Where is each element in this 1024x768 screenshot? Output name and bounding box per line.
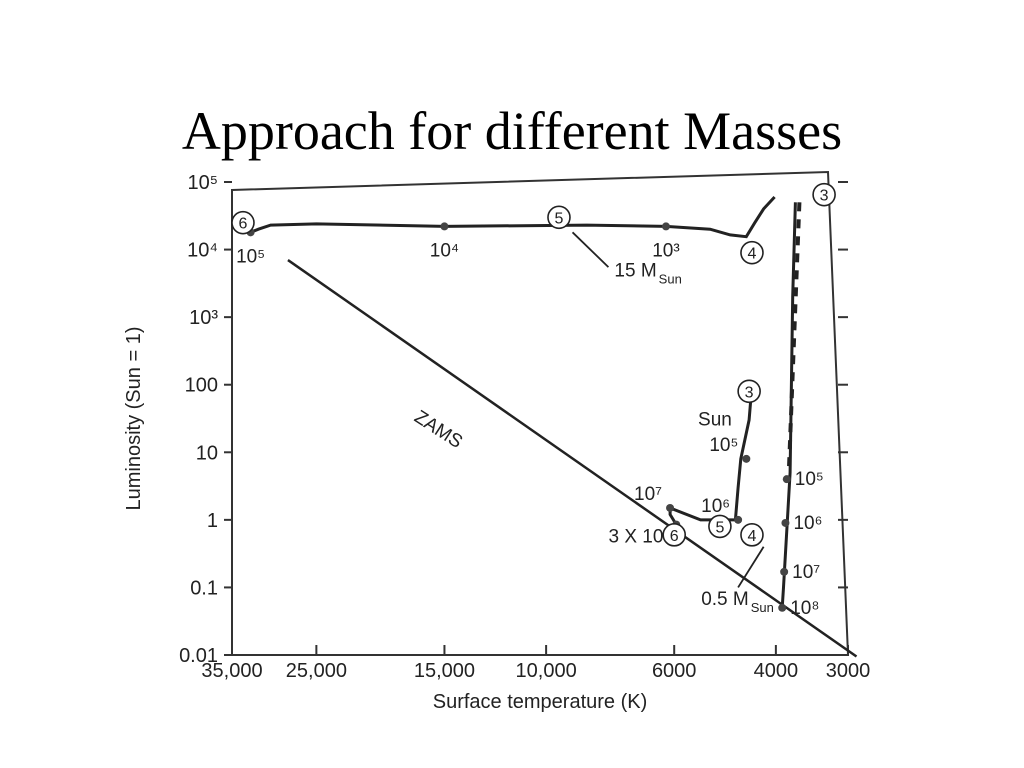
y-tick-label: 0.01 (179, 645, 218, 667)
time-marker (778, 603, 787, 612)
track-label: Sun (698, 409, 732, 430)
time-marker-label: 10⁶ (793, 513, 822, 534)
time-marker (742, 454, 751, 463)
stage-circle (740, 523, 764, 547)
zams-line-path (287, 259, 858, 658)
time-marker-label: 10⁵ (709, 435, 738, 456)
stage-number: 4 (748, 528, 757, 545)
x-tick-label: 3000 (826, 660, 871, 682)
track-1: 10⁵ 10⁶ 10⁷ 3 X 10⁷ 3 4 5 6 Sun (608, 379, 764, 548)
time-marker-label: 10⁷ (634, 484, 662, 505)
stage-circle (231, 210, 255, 235)
y-tick-label: 1 (207, 510, 218, 532)
stage-number: 3 (745, 384, 754, 401)
track-label-sub: Sun (751, 600, 774, 615)
stage-circle (662, 523, 687, 547)
time-marker-label: 10⁸ (790, 598, 819, 619)
track-label-leader (571, 231, 610, 268)
axis-ticks: 0.01 0.1 1 10 100 10³ 10⁴ 10⁵ 35,000 25,000 15,000… (179, 172, 870, 682)
time-marker (440, 222, 449, 231)
y-tick-label: 10⁵ (187, 172, 218, 194)
track-label-sub: Sun (659, 271, 682, 286)
axis-labels: Surface temperature (K) Luminosity (Sun =… (123, 327, 647, 713)
x-tick-label: 10,000 (516, 660, 577, 682)
y-tick-label: 100 (185, 375, 218, 397)
y-tick-label: 0.1 (190, 577, 218, 599)
zams-label: ZAMS (410, 407, 466, 453)
time-marker-label: 10³ (652, 240, 679, 261)
track-path (250, 195, 776, 239)
y-tick-label: 10³ (189, 307, 218, 329)
stage-circle (740, 240, 764, 265)
stage-circle (737, 379, 761, 404)
y-tick-label: 10 (196, 442, 218, 464)
time-marker-label: 10⁶ (701, 496, 730, 517)
time-marker-label: 10⁷ (792, 562, 820, 583)
time-marker (782, 475, 791, 484)
time-marker-label: 3 X 10⁷ (608, 527, 670, 548)
stage-number: 5 (555, 210, 564, 227)
track-label: 15 M (614, 260, 656, 281)
x-tick-label: 25,000 (286, 660, 347, 682)
stage-circle (547, 205, 571, 230)
track-label: 0.5 M (701, 589, 749, 610)
track-label-leader (737, 546, 765, 588)
time-marker-label: 10⁵ (236, 246, 265, 267)
stage-number: 6 (239, 216, 248, 233)
stage-circle (812, 182, 836, 207)
track-path (780, 202, 797, 608)
zams-line: ZAMS (287, 259, 858, 658)
x-tick-label: 15,000 (414, 660, 475, 682)
track-0: 10⁵ 10⁴ 10³ 6 5 4 3 15 M Sun (231, 182, 836, 286)
stage-number: 3 (820, 188, 829, 205)
stage-number: 5 (715, 519, 724, 536)
stage-circle (708, 514, 732, 539)
x-tick-label: 4000 (754, 660, 799, 682)
time-marker (661, 222, 670, 231)
x-tick-label: 35,000 (201, 660, 262, 682)
time-marker (780, 567, 789, 576)
time-marker (666, 503, 675, 512)
stage-number: 4 (748, 246, 757, 263)
time-marker (734, 515, 743, 524)
track-dashed-segment (786, 202, 802, 473)
time-marker (781, 518, 790, 527)
time-marker-label: 10⁵ (795, 469, 824, 490)
time-marker-label: 10⁴ (430, 240, 459, 261)
stage-number: 6 (670, 528, 679, 545)
x-axis-label: Surface temperature (K) (433, 691, 648, 713)
y-axis-label: Luminosity (Sun = 1) (123, 327, 145, 511)
x-tick-label: 6000 (652, 660, 697, 682)
slide-title: Approach for different Masses (181, 101, 843, 161)
y-tick-label: 10⁴ (187, 240, 218, 262)
